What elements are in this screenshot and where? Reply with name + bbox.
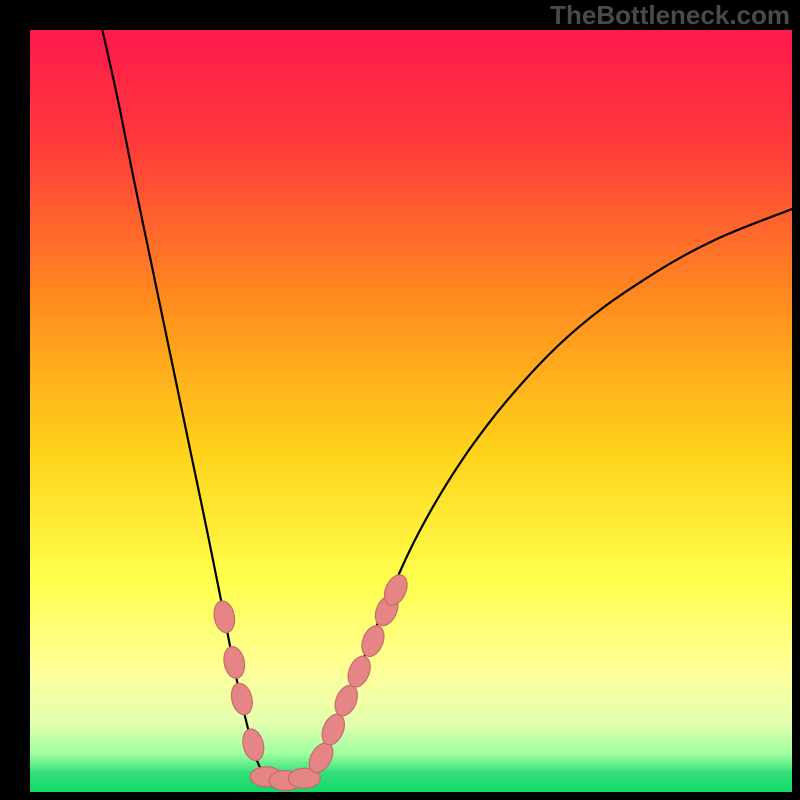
curve-marker — [358, 623, 388, 660]
curve-marker — [240, 727, 267, 763]
curve-marker — [331, 682, 362, 719]
curve-marker — [228, 681, 255, 717]
curve-marker — [221, 645, 247, 680]
watermark-text: TheBottleneck.com — [550, 0, 790, 31]
curve-marker — [344, 653, 374, 690]
curve-plot — [30, 30, 792, 792]
curve-marker — [318, 711, 349, 748]
curve-marker — [211, 599, 237, 634]
bottleneck-curve — [102, 30, 792, 781]
chart-stage: TheBottleneck.com — [0, 0, 800, 800]
